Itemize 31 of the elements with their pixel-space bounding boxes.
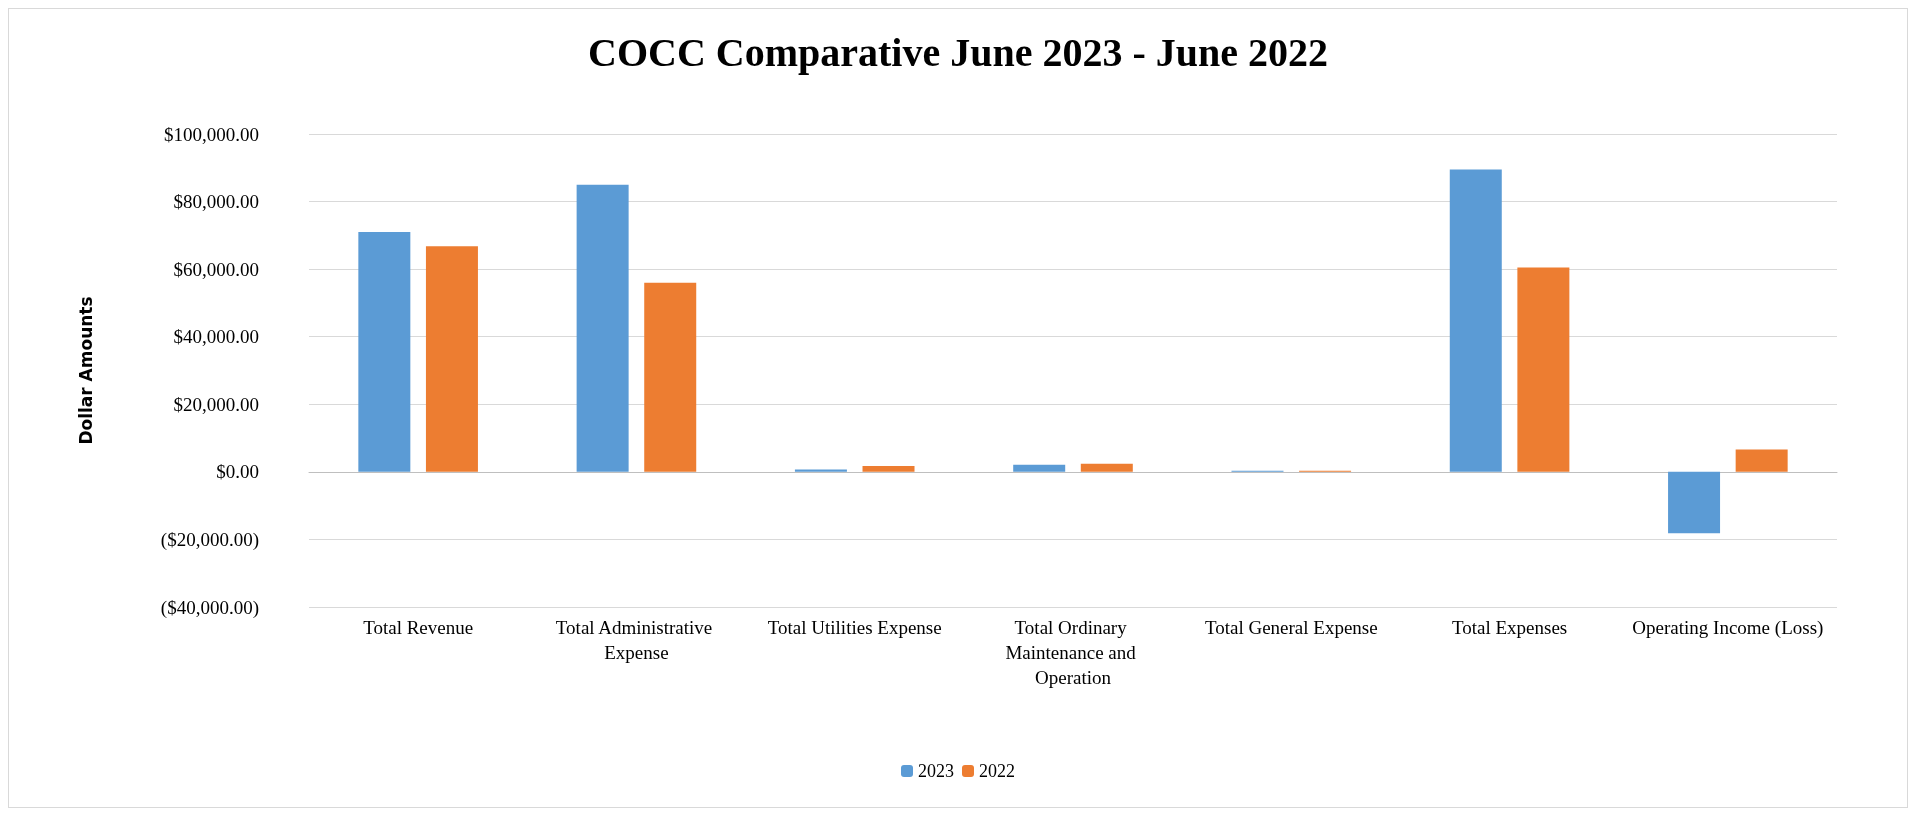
y-tick-label: $20,000.00 [173,393,259,415]
bar [794,469,847,472]
bar [862,466,915,472]
bar [358,231,411,472]
bar [425,246,478,472]
bar [1013,464,1066,472]
bar [576,184,629,472]
y-axis-title: Dollar Amounts [75,296,96,445]
legend-label: 2022 [979,761,1015,781]
legend-label: 2023 [918,761,954,781]
x-tick-label: Operating Income (Loss) [1632,617,1824,639]
y-tick-label: $40,000.00 [173,326,259,348]
bar [1517,267,1570,472]
x-tick-label: Total Ordinary Maintenance and Operation [1005,617,1141,688]
y-tick-label: $100,000.00 [164,123,259,145]
y-tick-label: $60,000.00 [173,258,259,280]
y-tick-label: $0.00 [216,461,259,483]
bar [644,282,697,472]
y-tick-label: $80,000.00 [173,191,259,213]
x-tick-label: Total Administrative Expense [555,617,718,663]
x-tick-label: Total Utilities Expense [767,617,942,638]
x-tick-label: Total Expenses [1451,617,1568,638]
bar [1449,169,1502,472]
bar [1668,471,1721,534]
x-tick-label: Total Revenue [363,617,474,638]
chart-title: COCC Comparative June 2023 - June 2022 [588,29,1328,75]
bar [1735,449,1788,472]
bar [1080,463,1133,472]
y-tick-label: ($20,000.00) [160,528,259,551]
x-tick-label: Total General Expense [1204,617,1378,638]
y-tick-label: ($40,000.00) [160,596,259,619]
